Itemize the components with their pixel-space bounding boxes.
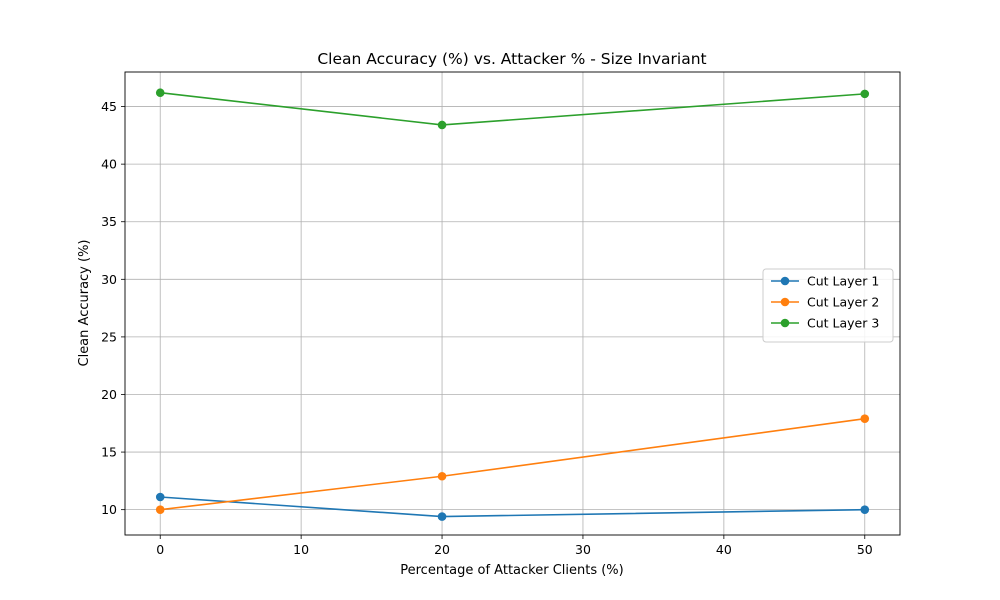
y-tick-label: 20: [101, 387, 117, 402]
data-point: [860, 414, 870, 423]
data-point: [860, 89, 870, 99]
y-tick-label: 15: [101, 445, 117, 460]
x-tick-label: 40: [716, 542, 732, 557]
legend-label: Cut Layer 1: [807, 274, 879, 289]
data-point: [437, 120, 447, 130]
data-point: [437, 512, 447, 521]
y-tick-label: 25: [101, 329, 117, 344]
series-line-1: [160, 496, 865, 518]
data-point: [860, 505, 870, 514]
x-tick-label: 50: [857, 542, 873, 557]
chart-title: Clean Accuracy (%) vs. Attacker % - Size…: [317, 50, 706, 68]
series-line-3: [160, 91, 865, 126]
y-axis-label: Clean Accuracy (%): [77, 239, 92, 366]
data-point: [155, 88, 165, 98]
data-point: [437, 471, 447, 481]
legend: Cut Layer 1 Cut Layer 2 Cut Layer 3: [762, 268, 894, 343]
y-tick-label: 10: [101, 502, 117, 517]
x-axis-label: Percentage of Attacker Clients (%): [400, 563, 623, 578]
y-tick-label: 30: [101, 272, 117, 287]
x-tick-label: 30: [575, 542, 591, 557]
legend-label: Cut Layer 3: [807, 316, 879, 331]
x-tick-label: 0: [156, 542, 164, 557]
y-tick-label: 40: [101, 157, 117, 172]
legend-swatch-marker: [780, 297, 790, 307]
series-line-2: [160, 417, 865, 511]
data-point: [155, 505, 165, 514]
x-tick-label: 20: [434, 542, 450, 557]
y-tick-label: 45: [101, 99, 117, 114]
legend-label: Cut Layer 2: [807, 295, 879, 310]
legend-swatch-marker: [780, 318, 790, 328]
series-lines: [155, 88, 870, 521]
legend-swatch-marker: [780, 276, 790, 286]
y-tick-label: 35: [101, 214, 117, 229]
axes: 0 10 20 30 40 50 10 15 20 25 30 35 40 45: [101, 71, 901, 557]
x-tick-label: 10: [293, 542, 309, 557]
data-point: [155, 492, 165, 502]
plot-frame: [124, 71, 901, 536]
